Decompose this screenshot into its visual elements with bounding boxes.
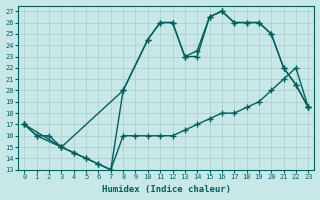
X-axis label: Humidex (Indice chaleur): Humidex (Indice chaleur) <box>102 185 231 194</box>
